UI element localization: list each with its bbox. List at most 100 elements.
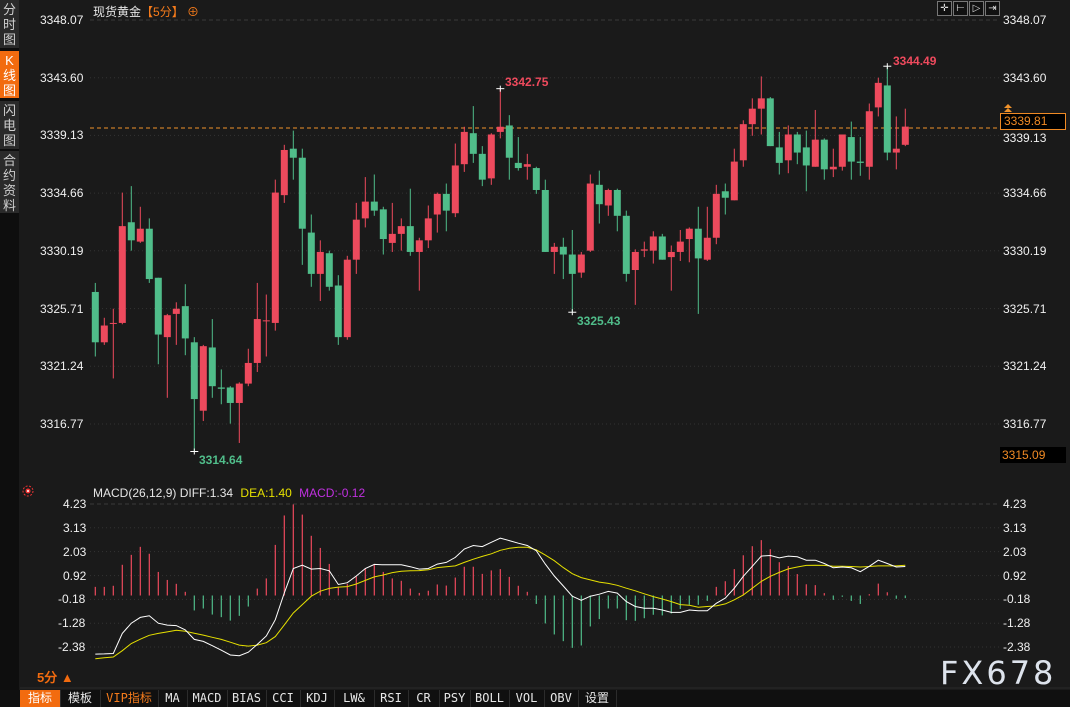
zoom-range-icon[interactable]: ⊢ (953, 1, 968, 16)
candle (145, 218, 153, 283)
candle-body (352, 219, 360, 260)
indicator-tab[interactable]: CCI (266, 690, 301, 707)
candle-body (757, 98, 765, 109)
crosshair-icon[interactable]: ✛ (937, 1, 952, 16)
candle (370, 174, 378, 216)
indicator-tab[interactable]: LW& (334, 690, 375, 707)
annotation-high: 3342.75 (505, 75, 549, 89)
candle-body (271, 192, 279, 323)
candle-body (676, 241, 684, 252)
candle-body (694, 228, 702, 259)
candle (811, 109, 819, 167)
macd-axis-label: 4.23 (1003, 497, 1027, 511)
tab-time-sharing[interactable]: 分时图 (0, 0, 19, 48)
circle-plus-icon[interactable]: ⊕ (187, 5, 200, 19)
double-up-arrow-icon[interactable] (1004, 104, 1012, 112)
candle (226, 386, 234, 424)
indicator-tab[interactable]: PSY (439, 690, 471, 707)
candle (829, 148, 837, 178)
macd-axis-label: 0.92 (1003, 568, 1027, 583)
indicator-tab[interactable]: VOL (509, 690, 545, 707)
candle-body (325, 253, 333, 287)
candle-body (424, 218, 432, 241)
candle-body (442, 193, 450, 211)
indicator-tab[interactable]: VIP指标 (100, 690, 159, 707)
candle (217, 369, 225, 405)
candle (388, 202, 396, 252)
extreme-marker (190, 448, 199, 455)
macd-gridlines (20, 503, 1070, 689)
candle-body (523, 164, 531, 167)
indicator-tab[interactable]: 设置 (578, 690, 617, 707)
indicator-tab[interactable]: OBV (544, 690, 579, 707)
candle (361, 177, 369, 228)
price-axis-label: 3343.60 (1003, 70, 1047, 85)
price-axis-label: 3321.24 (1003, 359, 1047, 374)
candle-body (883, 85, 891, 153)
candle (883, 66, 891, 161)
indicator-tab[interactable]: KDJ (300, 690, 335, 707)
indicator-tab[interactable]: CR (408, 690, 440, 707)
candle (352, 202, 360, 274)
candle (640, 241, 648, 258)
macd-axis-label: -2.38 (58, 640, 86, 654)
dea-line (95, 546, 906, 660)
candle-body (118, 226, 126, 323)
candle-body (541, 189, 549, 252)
tab-flash-chart[interactable]: 闪电图 (0, 101, 19, 149)
indicator-tab[interactable]: 指标 (20, 690, 61, 707)
candle (289, 130, 297, 180)
macd-header: MACD(26,12,9) DIFF:1.34 DEA:1.40 MACD:-0… (93, 486, 365, 500)
candle-body (874, 82, 882, 108)
current-price-tag: 3339.81 (1000, 113, 1066, 130)
candle (523, 153, 531, 180)
candle-body (226, 387, 234, 403)
candle (595, 170, 603, 224)
candle (865, 103, 873, 180)
candle (820, 138, 828, 180)
candle (685, 227, 693, 263)
indicator-tab[interactable]: BOLL (470, 690, 510, 707)
macd-axis-label: -0.18 (58, 592, 86, 607)
candle-body (775, 147, 783, 163)
candle (856, 137, 864, 176)
candle-body (577, 254, 585, 273)
indicator-tab[interactable]: BIAS (227, 690, 267, 707)
macd-axis-label: 4.23 (63, 497, 87, 511)
timeframe-label[interactable]: 【5分】 (141, 5, 184, 19)
indicator-tab[interactable]: RSI (374, 690, 409, 707)
jump-to-end-icon[interactable]: ⇥ (985, 1, 1000, 16)
tab-kline[interactable]: K线图 (0, 51, 19, 98)
candle-body (127, 222, 135, 241)
indicator-tab[interactable]: 模板 (60, 690, 101, 707)
diff-line (95, 537, 906, 657)
candle (901, 108, 909, 147)
macd-settings-icon[interactable] (22, 485, 34, 497)
period-selector[interactable]: 5分 ▲ (37, 670, 74, 685)
candle-body (406, 226, 414, 252)
candle-body (838, 134, 846, 167)
tab-contract-info[interactable]: 合约资料 (0, 151, 19, 213)
candle-body (595, 184, 603, 205)
candle (667, 245, 675, 291)
extreme-marker (883, 63, 892, 70)
macd-axis-label: 3.13 (63, 520, 87, 535)
candle-body (370, 201, 378, 211)
candle (469, 106, 477, 163)
price-axis-label: 3348.07 (40, 13, 84, 27)
candle-body (154, 277, 162, 335)
candle-body (559, 246, 567, 255)
macd-axis-label: 3.13 (1003, 520, 1027, 535)
extreme-marker (496, 85, 505, 92)
candle (658, 233, 666, 260)
indicator-tab[interactable]: MACD (187, 690, 228, 707)
play-forward-icon[interactable]: ▷ (969, 1, 984, 16)
candle-body (100, 325, 108, 343)
candle-body (199, 346, 207, 411)
indicator-tab[interactable]: MA (158, 690, 188, 707)
candle-body (91, 291, 99, 343)
candle (739, 120, 747, 167)
candle (451, 143, 459, 218)
macd-axis-label: -0.18 (1003, 592, 1031, 607)
